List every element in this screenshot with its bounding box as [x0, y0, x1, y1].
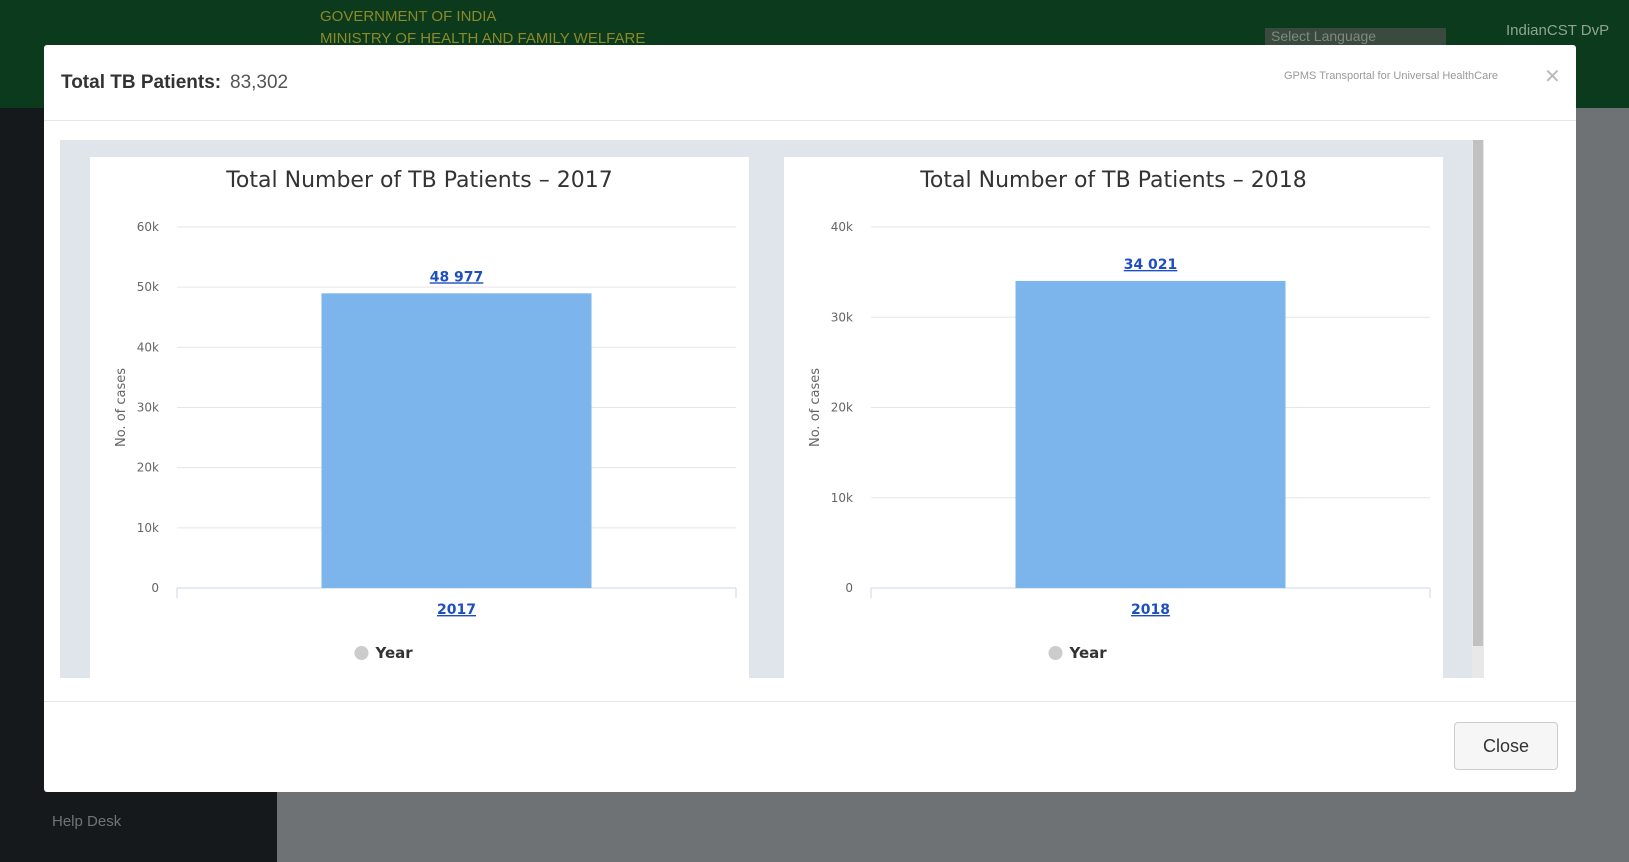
language-select[interactable]: Select Language	[1265, 28, 1446, 48]
modal: Total TB Patients: 83,302 GPMS Transport…	[44, 45, 1576, 792]
close-button[interactable]: Close	[1454, 722, 1558, 770]
scrollbar	[1472, 140, 1484, 678]
x-tick-label: 2017	[437, 602, 476, 618]
header-line2: MINISTRY OF HEALTH AND FAMILY WELFARE	[320, 30, 646, 47]
y-tick-label: 50k	[137, 280, 159, 294]
modal-title-value: 83,302	[230, 72, 289, 93]
header-line1: GOVERNMENT OF INDIA	[320, 8, 497, 25]
chart: Total Number of TB Patients – 2017 No. of…	[90, 157, 749, 678]
chart-svg: Total Number of TB Patients – 2018 No. of…	[808, 168, 1431, 662]
scrollbar-thumb	[1473, 140, 1483, 646]
y-tick-label: 20k	[831, 401, 853, 415]
chart-title: Total Number of TB Patients – 2017	[225, 168, 613, 193]
modal-title-label: Total TB Patients:	[61, 72, 222, 93]
y-tick-label: 10k	[137, 521, 159, 535]
modal-footer	[44, 701, 1576, 793]
chart-svg: Total Number of TB Patients – 2017 No. of…	[114, 168, 737, 662]
y-tick-label: 40k	[137, 340, 159, 354]
y-tick-label: 30k	[137, 401, 159, 415]
y-axis-label: No. of cases	[808, 368, 823, 447]
y-tick-label: 20k	[137, 461, 159, 475]
y-tick-label: 40k	[831, 220, 853, 234]
data-label: 34 021	[1124, 257, 1178, 273]
y-tick-label: 0	[845, 581, 853, 595]
data-label: 48 977	[430, 269, 484, 285]
modal-header: Total TB Patients: 83,302 GPMS Transport…	[44, 45, 1576, 121]
legend-marker	[354, 646, 369, 660]
y-tick-label: 30k	[831, 310, 853, 324]
bar	[321, 293, 592, 588]
legend-entry: Year	[1069, 644, 1108, 662]
y-axis-label: No. of cases	[114, 368, 129, 447]
bar	[1015, 280, 1286, 588]
y-tick-label: 10k	[831, 491, 853, 505]
close-x[interactable]: ✕	[1544, 66, 1561, 88]
x-tick-label: 2018	[1131, 602, 1170, 618]
legend-marker	[1048, 646, 1063, 660]
y-tick-label: 0	[151, 581, 159, 595]
brand: GPMS Transportal for Universal HealthCar…	[1284, 70, 1498, 82]
user-name[interactable]: IndianCST DvP	[1506, 22, 1610, 39]
help-desk[interactable]: Help Desk	[52, 813, 122, 830]
legend-entry: Year	[375, 644, 414, 662]
chart-title: Total Number of TB Patients – 2018	[919, 168, 1307, 193]
y-tick-label: 60k	[137, 220, 159, 234]
chart-area: Total Number of TB Patients – 2017 No. of…	[60, 140, 1484, 678]
chart: Total Number of TB Patients – 2018 No. of…	[784, 157, 1443, 678]
